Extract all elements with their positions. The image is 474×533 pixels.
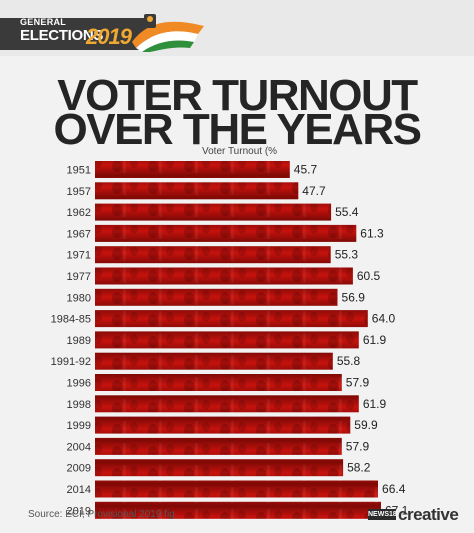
category-label: 1984-85 (51, 314, 91, 326)
chart-title-line-1: VOTER TURNOUT (57, 71, 418, 120)
category-label: 1957 (67, 186, 91, 198)
brand-news-badge: NEWS18 (368, 509, 397, 520)
value-label: 64.0 (372, 312, 396, 326)
bar (95, 416, 351, 434)
bar (95, 459, 344, 477)
bar (95, 374, 342, 391)
category-label: 1971 (67, 250, 91, 262)
category-label: 1967 (67, 228, 91, 240)
bar (95, 182, 299, 200)
bar (95, 246, 331, 264)
source-note: Source: ECI; Provisional 2019 fig (28, 509, 175, 520)
category-label: 1999 (67, 420, 91, 432)
logo-elections-text: ELECTIONS (20, 27, 104, 44)
bar (95, 437, 342, 455)
value-label: 60.5 (357, 269, 381, 283)
category-label: 2009 (67, 463, 91, 475)
bar (95, 161, 290, 178)
bar (95, 395, 359, 413)
bar (95, 224, 357, 242)
value-label: 56.9 (342, 290, 366, 304)
value-label: 55.8 (337, 354, 361, 368)
bar (95, 203, 332, 221)
bar (95, 331, 359, 349)
bar (95, 501, 381, 519)
bar (95, 310, 368, 328)
value-label: 55.3 (335, 248, 359, 262)
category-label: 2004 (67, 441, 91, 453)
value-label: 61.9 (363, 333, 387, 347)
brand-creative-text: creative (398, 505, 459, 524)
chart-title-line-2: OVER THE YEARS (53, 105, 422, 154)
value-label: 61.3 (360, 226, 384, 240)
tricolor-flag-icon (132, 14, 204, 52)
bar (95, 267, 353, 285)
value-label: 55.4 (335, 205, 359, 219)
value-label: 61.9 (363, 397, 387, 411)
value-label: 59.9 (354, 418, 378, 432)
category-label: 1996 (67, 378, 91, 390)
logo-general-text: GENERAL (20, 17, 67, 27)
value-label: 58.2 (347, 461, 371, 475)
category-label: 1977 (67, 271, 91, 283)
value-label: 57.9 (346, 376, 370, 390)
category-label: 1951 (67, 165, 91, 177)
category-label: 1962 (67, 207, 91, 219)
bar (95, 480, 378, 498)
value-label: 66.4 (382, 482, 406, 496)
logo-year-text: 2019 (86, 24, 132, 49)
bar (95, 352, 333, 370)
value-label: 57.9 (346, 439, 370, 453)
value-label: 47.7 (302, 184, 326, 198)
category-label: 1991-92 (51, 356, 91, 368)
category-label: 1980 (67, 292, 91, 304)
header-logo-strip: GENERAL ELECTIONS 2019 (0, 0, 474, 56)
logo-background (0, 18, 150, 50)
category-label: 2014 (67, 484, 91, 496)
category-label: 2019 (67, 505, 91, 517)
category-label: 1998 (67, 399, 91, 411)
category-label: 1989 (67, 335, 91, 347)
value-label: 45.7 (294, 163, 318, 177)
bar (95, 288, 338, 306)
series-label: Voter Turnout (% (202, 146, 277, 157)
